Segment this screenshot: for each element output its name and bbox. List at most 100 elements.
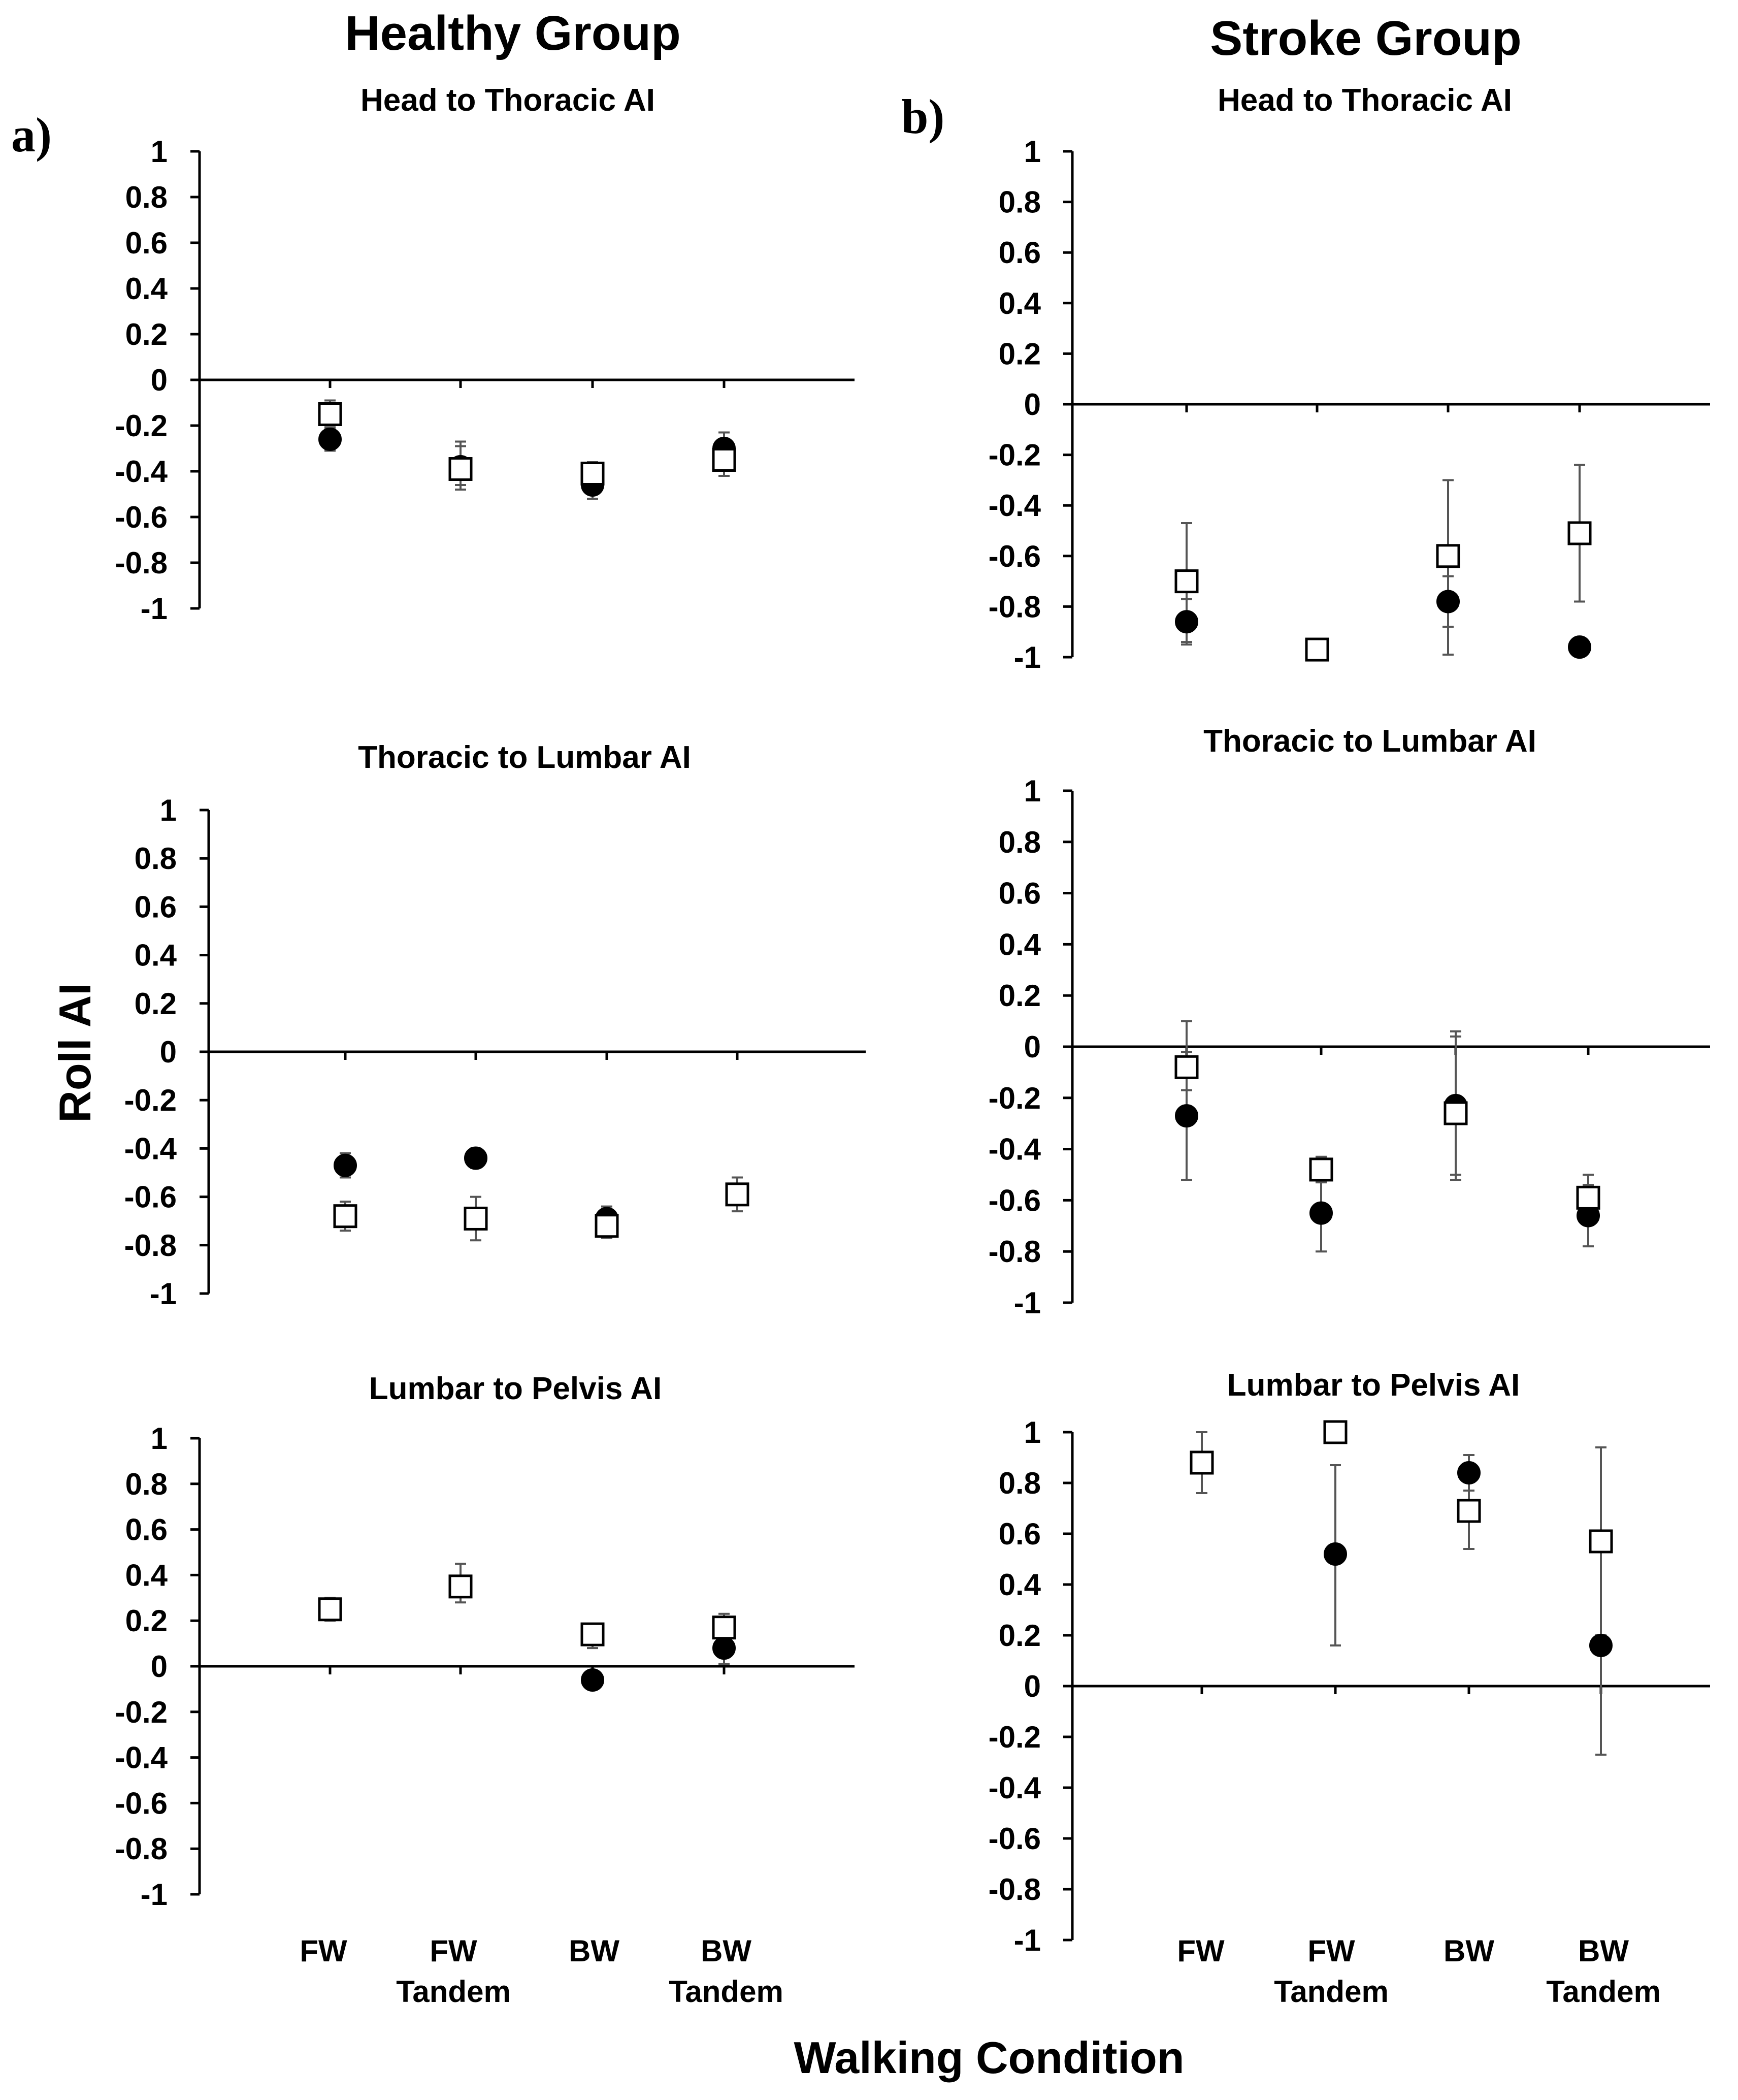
- y-tick-label: -0.4: [115, 455, 168, 489]
- y-tick-label: 0.6: [999, 1517, 1041, 1551]
- data-point-circle: [581, 1669, 604, 1691]
- panel-label-b: b): [901, 89, 944, 144]
- x-tick-label-line2: Tandem: [1546, 1975, 1661, 2009]
- x-tick-label: BW: [701, 1934, 751, 1968]
- data-point-square: [1569, 523, 1590, 544]
- y-tick-label: -0.8: [115, 1832, 168, 1866]
- y-tick-label: 0: [151, 363, 168, 397]
- y-tick-label: -0.6: [989, 1822, 1041, 1856]
- data-point-square: [582, 1624, 603, 1645]
- y-tick-label: -0.8: [124, 1229, 177, 1263]
- y-axis-title: Roll AI: [50, 983, 100, 1122]
- chart-stroke-3: Head to Thoracic AI 1 0.8 0.6 0.4 0.2 0 -0.2 -0.…: [989, 83, 1710, 674]
- y-tick-label: 1: [1024, 1415, 1041, 1449]
- x-tick-label-line2: Tandem: [396, 1975, 511, 2009]
- panel-label-a: a): [11, 108, 52, 162]
- data-point-circle: [334, 1154, 356, 1177]
- y-tick-label: -0.4: [989, 489, 1041, 523]
- y-tick-label: -0.4: [989, 1133, 1041, 1167]
- chart-title: Lumbar to Pelvis AI: [1227, 1368, 1520, 1403]
- charts-container: Head to Thoracic AI 1 0.8 0.6 0.4 0.2 0 -0.2 -0.…: [115, 83, 1710, 2009]
- data-point-square: [335, 1206, 356, 1227]
- y-tick-label: -1: [141, 592, 168, 626]
- y-tick-label: 0: [1024, 1669, 1041, 1703]
- data-point-square: [727, 1184, 748, 1205]
- chart-title: Thoracic to Lumbar AI: [358, 740, 691, 775]
- y-tick-label: -0.2: [989, 1720, 1041, 1754]
- data-point-square: [1445, 1103, 1466, 1124]
- y-tick-label: -0.6: [124, 1180, 177, 1214]
- data-point-square: [450, 1576, 471, 1597]
- y-tick-label: 0.8: [135, 842, 177, 876]
- y-tick-label: 0.6: [135, 890, 177, 924]
- y-tick-label: 0.2: [999, 1619, 1041, 1653]
- y-tick-label: -0.8: [989, 1235, 1041, 1269]
- data-point-circle: [1175, 1105, 1198, 1127]
- y-tick-label: 0.8: [999, 1466, 1041, 1500]
- x-tick-label: BW: [569, 1934, 619, 1968]
- data-point-circle: [319, 428, 341, 450]
- x-tick-label: BW: [1578, 1934, 1629, 1968]
- data-point-circle: [1568, 636, 1591, 658]
- y-tick-label: 1: [160, 793, 177, 827]
- x-tick-label-line2: Tandem: [669, 1975, 783, 2009]
- healthy-group-title: Healthy Group: [345, 6, 680, 60]
- y-tick-label: -0.4: [124, 1132, 177, 1166]
- data-point-square: [1437, 545, 1459, 567]
- y-tick-label: -0.4: [115, 1741, 168, 1775]
- y-tick-label: 0.4: [125, 1558, 168, 1592]
- y-tick-label: 0.4: [125, 272, 168, 306]
- stroke-group-title: Stroke Group: [1210, 11, 1521, 66]
- y-tick-label: -0.2: [115, 1695, 168, 1729]
- y-tick-label: 0.8: [999, 825, 1041, 859]
- y-tick-label: 0.2: [999, 337, 1041, 371]
- y-tick-label: 0: [1024, 387, 1041, 422]
- x-tick-label-line2: Tandem: [1274, 1975, 1389, 2009]
- x-tick-label: FW: [1307, 1934, 1355, 1968]
- chart-title: Lumbar to Pelvis AI: [369, 1371, 662, 1406]
- y-tick-label: -0.2: [115, 409, 168, 443]
- y-tick-label: 0.4: [999, 927, 1041, 961]
- y-tick-label: -1: [141, 1878, 168, 1912]
- y-tick-label: -1: [1014, 640, 1041, 674]
- data-point-circle: [1437, 590, 1459, 612]
- y-tick-label: 0.4: [999, 286, 1041, 320]
- data-point-square: [713, 449, 735, 471]
- chart-title: Head to Thoracic AI: [360, 83, 655, 118]
- y-tick-label: 1: [151, 1421, 168, 1456]
- data-point-square: [1325, 1421, 1346, 1443]
- data-point-square: [582, 463, 603, 484]
- data-point-square: [1590, 1531, 1612, 1552]
- data-point-circle: [1458, 1462, 1480, 1484]
- data-point-square: [1310, 1159, 1332, 1180]
- x-axis-title: Walking Condition: [794, 2032, 1184, 2083]
- data-point-square: [1191, 1452, 1212, 1473]
- data-point-square: [1458, 1500, 1480, 1522]
- data-point-square: [319, 1599, 341, 1620]
- y-tick-label: 1: [151, 135, 168, 169]
- data-point-square: [713, 1617, 735, 1638]
- chart-stroke-4: Thoracic to Lumbar AI 1 0.8 0.6 0.4 0.2 0 -0.2 -…: [989, 724, 1710, 1320]
- x-tick-label: FW: [300, 1934, 347, 1968]
- y-tick-label: -1: [1014, 1923, 1041, 1957]
- y-tick-label: 0.2: [999, 979, 1041, 1013]
- y-tick-label: -0.8: [115, 546, 168, 580]
- data-point-square: [1578, 1187, 1599, 1208]
- data-point-square: [1176, 1056, 1197, 1078]
- y-tick-label: -0.8: [989, 590, 1041, 624]
- data-point-square: [1176, 571, 1197, 592]
- x-tick-label: FW: [430, 1934, 477, 1968]
- data-point-circle: [1310, 1202, 1332, 1224]
- y-tick-label: 0.6: [999, 877, 1041, 911]
- y-tick-label: 0.4: [135, 939, 177, 973]
- y-tick-label: -0.6: [989, 1183, 1041, 1217]
- data-point-circle: [465, 1147, 487, 1169]
- y-tick-label: 0.8: [125, 180, 168, 214]
- chart-title: Thoracic to Lumbar AI: [1203, 724, 1536, 759]
- y-tick-label: -0.4: [989, 1771, 1041, 1805]
- data-point-square: [319, 404, 341, 425]
- data-point-square: [596, 1215, 617, 1237]
- data-point-square: [465, 1208, 486, 1229]
- y-tick-label: 0.6: [999, 236, 1041, 270]
- y-tick-label: -0.2: [989, 438, 1041, 472]
